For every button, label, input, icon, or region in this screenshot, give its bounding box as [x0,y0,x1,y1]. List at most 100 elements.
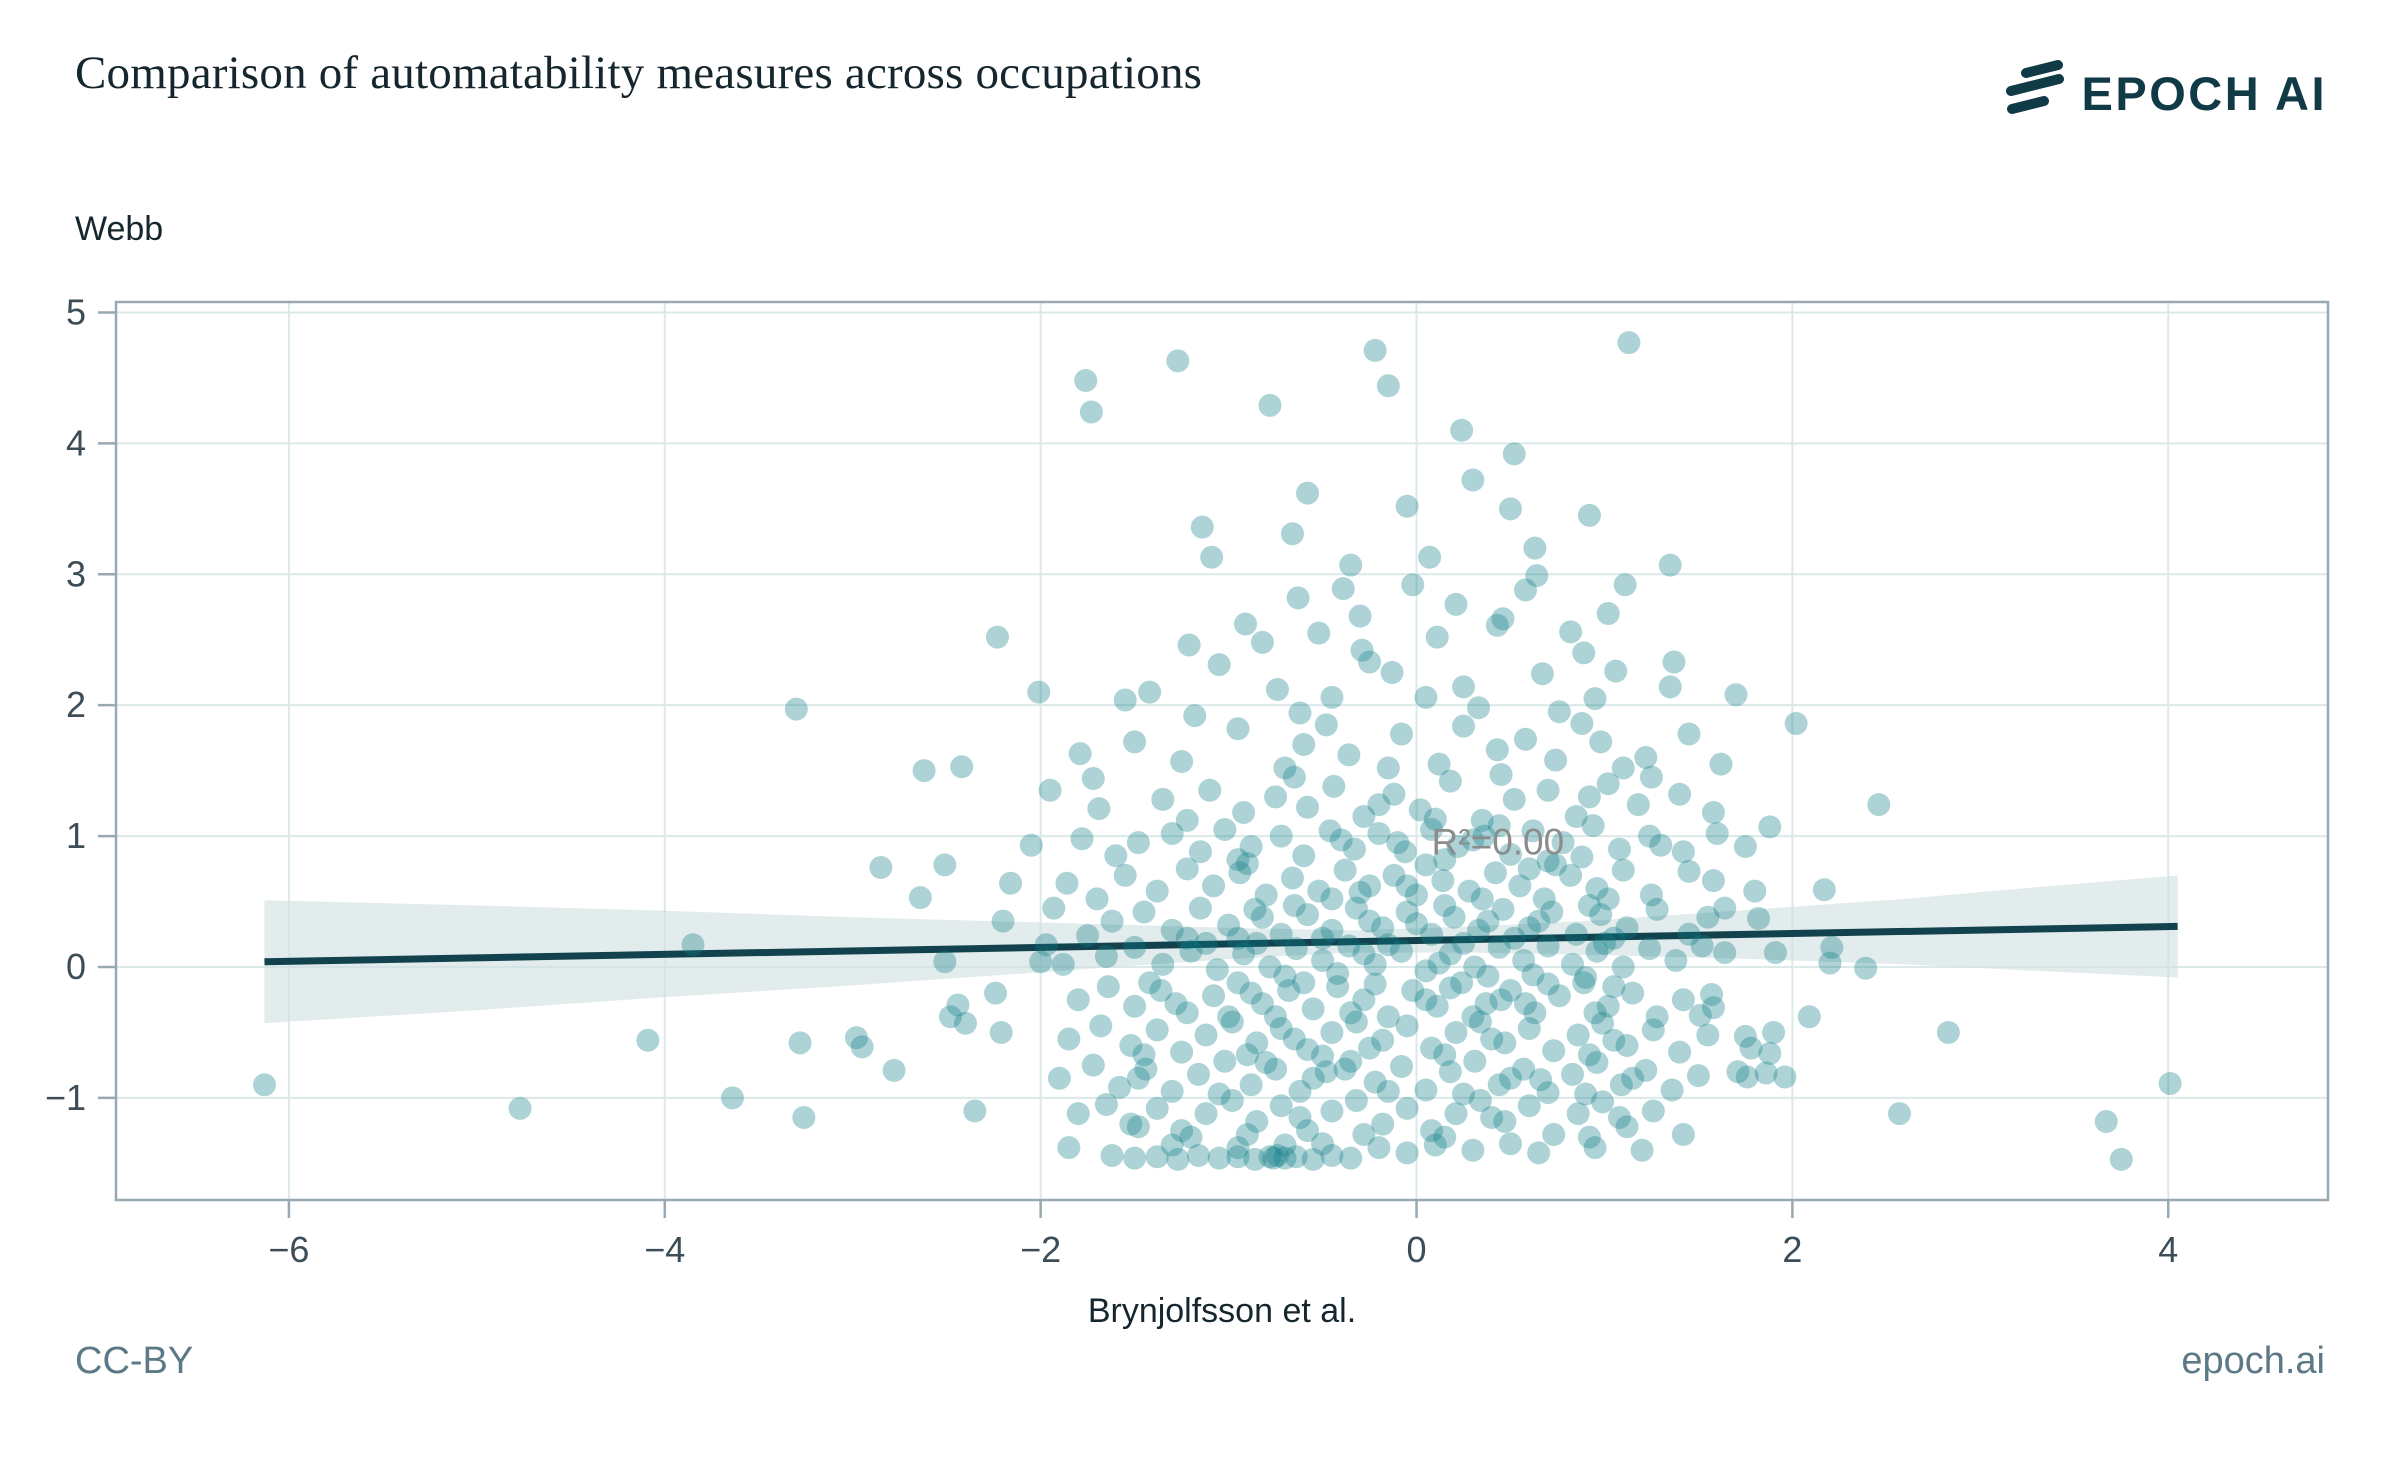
scatter-point [1232,801,1256,825]
scatter-point [1243,897,1267,921]
scatter-point [1166,349,1190,373]
scatter-point [1577,1043,1601,1067]
scatter-point [1217,1005,1241,1029]
trend-line [264,922,2178,966]
scatter-point [1280,866,1304,890]
scatter-point [1395,1141,1419,1165]
scatter-point [1480,1106,1504,1130]
scatter-point [1451,675,1475,699]
scatter-point [1733,1024,1757,1048]
scatter-point [1677,722,1701,746]
scatter-point [1536,849,1560,873]
scatter-point [1700,982,1724,1006]
scatter-point [1401,979,1425,1003]
scatter-point [1239,1073,1263,1097]
scatter-point [1701,996,1725,1020]
scatter-point [1540,900,1564,924]
scatter-point [1431,869,1455,893]
scatter-point [1243,1147,1267,1171]
scatter-point [1451,1082,1475,1106]
scatter-point [1258,393,1282,417]
scatter-point [2109,1147,2133,1171]
x-tick-label: 2 [1782,1229,1802,1270]
scatter-point [1408,798,1432,822]
confidence-band [264,875,2178,1024]
scatter-point [1284,937,1308,961]
scatter-point [1512,1057,1536,1081]
scatter-point [1301,997,1325,1021]
scatter-point [1645,1005,1669,1029]
scatter-point [1380,660,1404,684]
epoch-ai-logo[interactable]: EPOCH AI [2004,60,2327,127]
scatter-point [989,1020,1013,1044]
scatter-point [1393,840,1417,864]
scatter-point [1630,1138,1654,1162]
scatter-point [1645,897,1669,921]
scatter-point [1132,900,1156,924]
scatter-point [1207,653,1231,677]
scatter-point [1301,1066,1325,1090]
scatter-point [1311,926,1335,950]
scatter-point [1607,1106,1631,1130]
scatter-point [1179,1125,1203,1149]
scatter-point [1566,1102,1590,1126]
epoch-site-link[interactable]: epoch.ai [2181,1340,2325,1382]
scatter-point [1094,1092,1118,1116]
scatter-point [1395,1014,1419,1038]
scatter-point [1713,941,1737,965]
scatter-point [1363,1070,1387,1094]
scatter-point [1696,905,1720,929]
scatter-point [1754,1061,1778,1085]
scatter-point [1089,1014,1113,1038]
scatter-point [1425,625,1449,649]
scatter-point [1371,1028,1395,1052]
scatter-point [1517,1094,1541,1118]
scatter-point [1352,1123,1376,1147]
scatter-point [1202,874,1226,898]
scatter-point [946,993,970,1017]
scatter-point [1175,926,1199,950]
scatter-point [1070,827,1094,851]
scatter-point [1326,975,1350,999]
scatter-point [1438,976,1462,1000]
scatter-point [1420,1119,1444,1143]
scatter-point [1235,1043,1259,1067]
scatter-point [1560,1062,1584,1086]
scatter-point [1029,950,1053,974]
scatter-point [1188,840,1212,864]
scatter-point [1262,1146,1286,1170]
scatter-point [1433,1043,1457,1067]
scatter-point [1395,1096,1419,1120]
scatter-point [991,909,1015,933]
scatter-point [1581,814,1605,838]
scatter-point [1474,992,1498,1016]
x-tick-label: 4 [2158,1229,2178,1270]
scatter-point [1621,981,1645,1005]
scatter-point [1376,1005,1400,1029]
scatter-point [1320,1143,1344,1167]
scatter-point [1119,1112,1143,1136]
scatter-point [963,1099,987,1123]
scatter-point [1301,1147,1325,1171]
scatter-point [1489,988,1513,1012]
scatter-point [1446,835,1470,859]
scatter-point [1273,964,1297,988]
scatter-point [1100,1143,1124,1167]
scatter-point [1213,1049,1237,1073]
scatter-point [1451,931,1475,955]
scatter-point [1076,924,1100,948]
scatter-point [1564,804,1588,828]
scatter-point [1671,840,1695,864]
scatter-point [1337,743,1361,767]
scatter-point [1427,951,1451,975]
scatter-point [1333,858,1357,882]
scatter-point [1664,948,1688,972]
scatter-point [1235,852,1259,876]
scatter-point [1596,602,1620,626]
scatter-point [1318,819,1342,843]
scatter-point [1326,962,1350,986]
scatter-point [1617,331,1641,355]
scatter-point [1450,971,1474,995]
scatter-point [1688,1003,1712,1027]
scatter-point [1264,1057,1288,1081]
